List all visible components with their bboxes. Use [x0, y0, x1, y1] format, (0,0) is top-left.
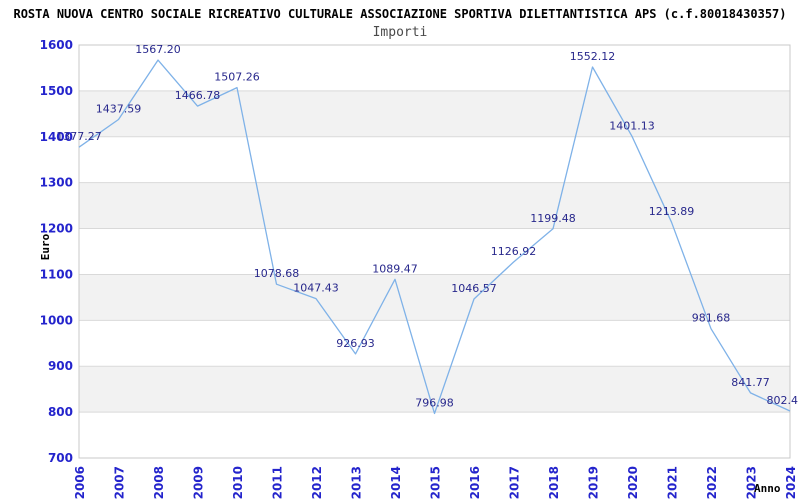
y-tick-label: 800 [48, 405, 73, 419]
chart-title: ROSTA NUOVA CENTRO SOCIALE RICREATIVO CU… [13, 7, 787, 21]
x-tick-label: 2013 [350, 466, 364, 499]
x-tick-label: 2011 [271, 466, 285, 499]
y-tick-label: 1100 [40, 267, 73, 281]
x-tick-label: 2023 [745, 466, 759, 499]
point-label: 796.98 [415, 396, 454, 409]
point-label: 1199.48 [530, 212, 576, 225]
y-tick-label: 900 [48, 359, 73, 373]
x-tick-label: 2010 [231, 466, 245, 499]
point-label: 1046.57 [451, 282, 497, 295]
x-tick-label: 2018 [547, 466, 561, 499]
point-label: 1437.59 [96, 103, 142, 116]
y-tick-label: 1400 [40, 130, 73, 144]
y-tick-label: 700 [48, 451, 73, 465]
background-band [79, 366, 790, 413]
plot-border [78, 44, 791, 459]
point-label: 1567.20 [135, 43, 181, 56]
point-label: 981.68 [692, 312, 731, 325]
point-label: 841.77 [731, 376, 770, 389]
point-label: 1466.78 [175, 89, 221, 102]
x-tick-label: 2014 [389, 466, 403, 499]
y-tick-label: 1300 [40, 176, 73, 190]
background-band [79, 274, 790, 321]
x-tick-label: 2021 [666, 466, 680, 499]
chart-subtitle: Importi [372, 25, 428, 40]
y-tick-label: 1600 [40, 38, 73, 52]
x-tick-label: 2012 [310, 466, 324, 499]
point-label: 1089.47 [372, 262, 418, 275]
x-tick-label: 2006 [73, 466, 87, 499]
point-label: 802.4 [767, 394, 799, 407]
point-label: 1377.27 [56, 130, 102, 143]
y-axis-title: Euro [39, 233, 52, 260]
x-tick-label: 2022 [705, 466, 719, 499]
point-label: 1552.12 [570, 50, 616, 63]
x-tick-label: 2015 [429, 466, 443, 499]
point-label: 1126.92 [491, 245, 537, 258]
data-line [78, 59, 791, 415]
background-band [79, 90, 790, 137]
point-label: 1213.89 [649, 205, 695, 218]
x-tick-label: 2019 [587, 466, 601, 499]
point-label: 1401.13 [609, 119, 655, 132]
x-tick-label: 2007 [113, 466, 127, 499]
point-label: 926.93 [336, 337, 375, 350]
y-tick-label: 1000 [40, 313, 73, 327]
point-label: 1507.26 [214, 71, 260, 84]
point-label: 1047.43 [293, 282, 339, 295]
y-tick-label: 1200 [40, 222, 73, 236]
y-tick-label: 1500 [40, 84, 73, 98]
x-tick-label: 2017 [508, 466, 522, 499]
x-tick-label: 2008 [152, 466, 166, 499]
plot-area: 700 800 900 1000 1100 1200 1300 1400 1500 1600 200… [40, 38, 798, 499]
x-tick-label: 2016 [468, 466, 482, 499]
x-tick-label: 2009 [192, 466, 206, 499]
point-label: 1078.68 [254, 267, 300, 280]
x-tick-label: 2020 [626, 466, 640, 499]
x-axis-title: Anno [754, 482, 781, 495]
x-tick-label: 2024 [784, 466, 798, 499]
